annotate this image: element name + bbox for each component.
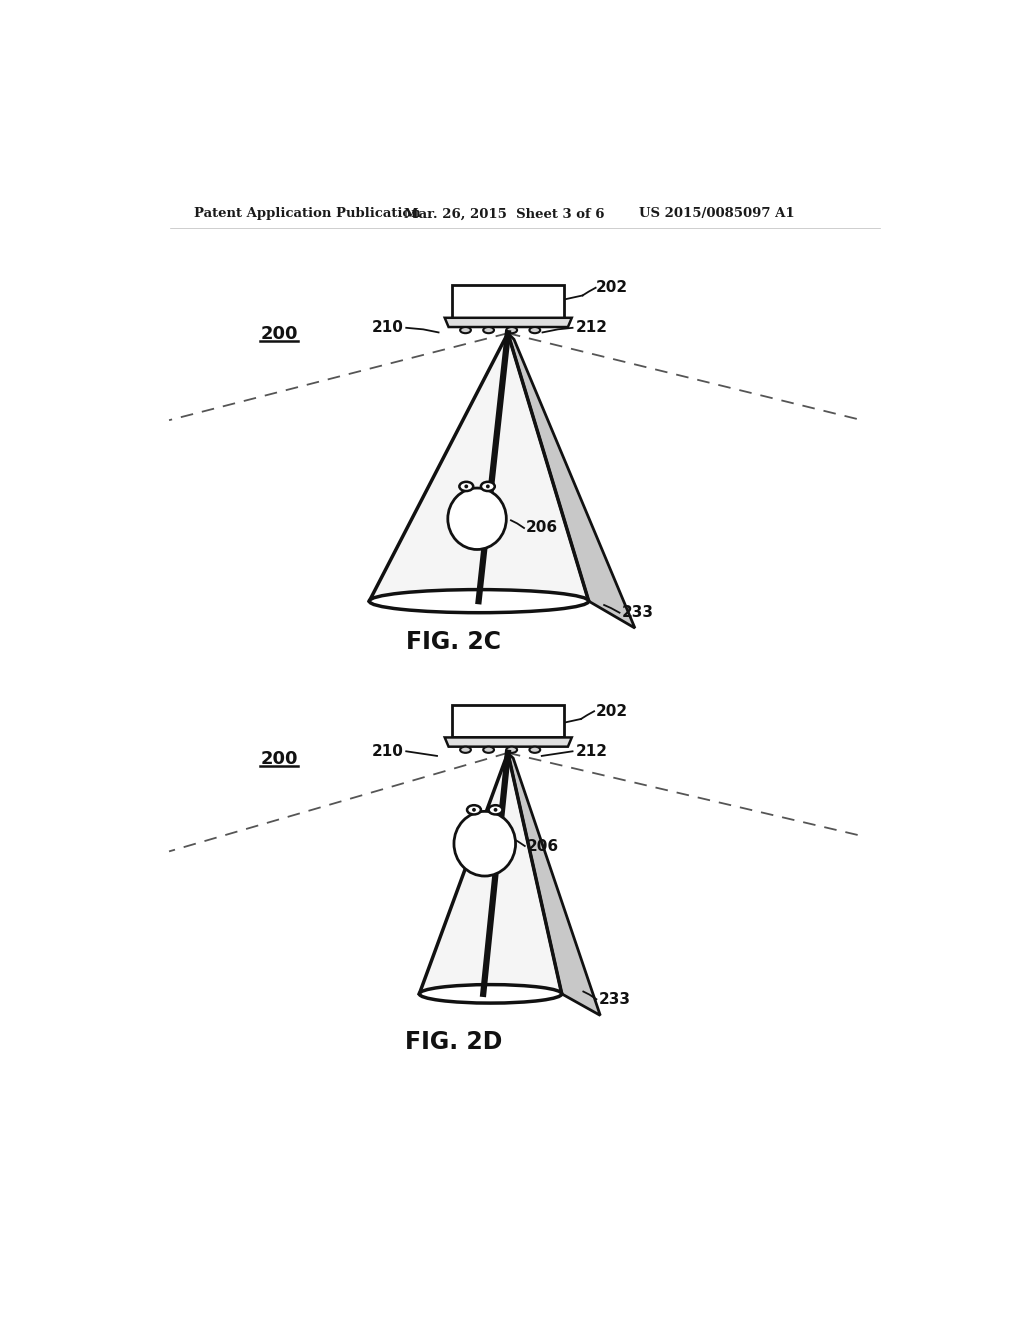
Ellipse shape [506, 747, 517, 752]
Ellipse shape [481, 482, 495, 491]
Text: 233: 233 [599, 991, 631, 1007]
Ellipse shape [464, 484, 468, 488]
Text: 206: 206 [527, 838, 559, 854]
Ellipse shape [460, 482, 473, 491]
Bar [453, 285, 564, 318]
Text: FIG. 2D: FIG. 2D [406, 1031, 503, 1055]
Ellipse shape [454, 812, 515, 876]
Text: 202: 202 [596, 704, 628, 719]
Text: 210: 210 [372, 321, 403, 335]
Ellipse shape [506, 327, 517, 333]
Ellipse shape [447, 488, 506, 549]
Ellipse shape [529, 747, 541, 752]
Ellipse shape [486, 484, 489, 488]
Text: 212: 212 [575, 321, 607, 335]
Text: 233: 233 [622, 605, 653, 620]
Polygon shape [508, 333, 635, 628]
Polygon shape [508, 752, 600, 1015]
Ellipse shape [483, 327, 494, 333]
Text: Patent Application Publication: Patent Application Publication [194, 207, 421, 220]
Text: 212: 212 [575, 743, 607, 759]
Text: 202: 202 [596, 280, 628, 296]
Ellipse shape [370, 590, 589, 612]
Polygon shape [444, 318, 571, 327]
Ellipse shape [419, 985, 562, 1003]
Text: 210: 210 [372, 743, 403, 759]
Polygon shape [419, 752, 562, 994]
Ellipse shape [494, 808, 498, 812]
Ellipse shape [529, 327, 541, 333]
Text: 200: 200 [260, 750, 298, 768]
Ellipse shape [488, 805, 503, 814]
Ellipse shape [467, 805, 481, 814]
Text: 206: 206 [525, 520, 558, 536]
Polygon shape [444, 738, 571, 747]
Ellipse shape [483, 747, 494, 752]
Ellipse shape [460, 747, 471, 752]
Ellipse shape [460, 327, 471, 333]
Text: US 2015/0085097 A1: US 2015/0085097 A1 [639, 207, 795, 220]
Text: FIG. 2C: FIG. 2C [407, 630, 502, 653]
Text: Mar. 26, 2015  Sheet 3 of 6: Mar. 26, 2015 Sheet 3 of 6 [403, 207, 604, 220]
Polygon shape [370, 333, 589, 601]
Ellipse shape [472, 808, 476, 812]
Bar [453, 705, 564, 738]
Text: 200: 200 [260, 325, 298, 343]
